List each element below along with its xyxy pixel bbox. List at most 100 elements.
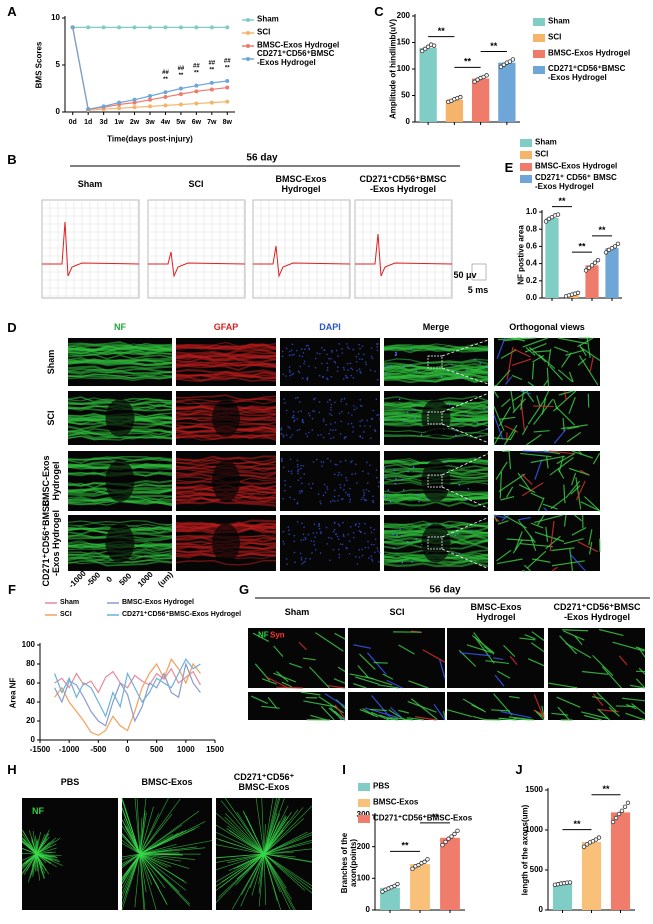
y-axis-label: Area NF (8, 677, 18, 708)
micrograph-dot (311, 417, 314, 420)
micrograph-dot (282, 497, 284, 500)
micrograph-fiber (459, 652, 491, 657)
y-tick-label: 0.4 (526, 259, 538, 268)
micrograph-dot (287, 470, 290, 473)
micrograph-lesion (421, 523, 451, 563)
micrograph-dot (370, 555, 373, 557)
micrograph-fiber (586, 337, 591, 359)
micrograph-fiber (67, 345, 173, 352)
micrograph-fiber (563, 630, 585, 641)
micrograph-fiber (315, 632, 344, 652)
micrograph-lesion (421, 460, 451, 502)
micrograph-fiber (139, 853, 146, 911)
micrograph-dot (340, 498, 343, 501)
significance-label: ** (602, 784, 610, 794)
micrograph-dot (314, 536, 316, 538)
micrograph-dot (324, 491, 327, 494)
micrograph-dot (330, 349, 333, 352)
micrograph-dot (366, 461, 368, 464)
micrograph-fiber (240, 853, 265, 907)
micrograph-dot (359, 436, 361, 438)
zoom-box (427, 355, 443, 369)
micrograph-dot (339, 460, 342, 463)
legend-label: Sham (60, 599, 80, 607)
micrograph-fiber (514, 531, 523, 551)
micrograph-fiber (551, 560, 585, 567)
stain-label: NF (32, 806, 44, 817)
micrograph-dot (385, 476, 387, 478)
micrograph-dot (359, 347, 361, 350)
annotation: ## (193, 63, 200, 69)
micrograph-fiber (263, 853, 313, 887)
micrograph-fiber (261, 705, 280, 709)
micrograph-dot (455, 434, 457, 436)
micrograph-dot (287, 425, 290, 428)
micrograph-dot (342, 378, 345, 380)
micrograph-dot (314, 549, 317, 551)
data-point (583, 268, 589, 273)
column-header: SCI (389, 607, 405, 618)
micrograph-fiber (383, 375, 489, 381)
micrograph-dot (293, 540, 295, 543)
micrograph-dot (358, 556, 361, 559)
micrograph-fiber (263, 815, 286, 855)
micrograph-fiber (577, 358, 587, 366)
micrograph-dot (362, 496, 364, 499)
micrograph-fiber (534, 459, 543, 480)
legend-label: CD271⁺CD56⁺BMSC-Exos (373, 813, 473, 823)
micrograph-fiber (568, 467, 590, 476)
data-point (132, 100, 137, 105)
panel-letter: E (504, 159, 514, 175)
micrograph-fiber (139, 853, 190, 869)
micrograph-dot (344, 374, 347, 377)
micrograph-dot (310, 540, 313, 542)
micrograph-fiber (121, 842, 141, 855)
micrograph-fiber (21, 837, 37, 855)
data-point (178, 92, 183, 97)
data-point (395, 881, 400, 887)
legend-label: SCI (257, 27, 271, 37)
micrograph-dot (363, 494, 365, 497)
micrograph-dot (457, 532, 459, 535)
micrograph-fiber (139, 853, 147, 893)
micrograph-fiber (21, 848, 37, 855)
x-tick-label: -500 (90, 745, 107, 754)
micrograph-dot (290, 472, 293, 475)
data-point (567, 880, 573, 885)
micrograph-dot (296, 418, 299, 420)
micrograph-fiber (534, 531, 565, 543)
micrograph-dot (326, 378, 329, 381)
micrograph-dot (313, 540, 315, 543)
micrograph-dot (341, 348, 343, 350)
micrograph-fiber (544, 390, 550, 400)
micrograph-fiber (615, 705, 636, 708)
micrograph-dot (320, 532, 322, 535)
micrograph-dot (469, 530, 472, 533)
micrograph-dot (345, 436, 347, 438)
data-point (194, 25, 199, 30)
data-point (132, 105, 137, 110)
data-point (101, 104, 106, 109)
legend-label: Sham (535, 137, 557, 147)
micrograph-fiber (382, 673, 394, 680)
micrograph-fiber (556, 452, 576, 465)
micrograph-fiber (527, 398, 546, 425)
micrograph-fiber (622, 697, 646, 702)
legend-label: SCI (60, 611, 72, 619)
micrograph-fiber (263, 853, 306, 891)
micrograph-dot (364, 532, 366, 535)
micrograph-fiber (289, 662, 302, 669)
micrograph-dot (406, 411, 409, 414)
micrograph-fiber (370, 708, 387, 712)
micrograph-dot (286, 563, 288, 565)
micrograph-dot (308, 412, 310, 415)
micrograph-dot (328, 357, 330, 360)
micrograph-dot (454, 428, 456, 431)
micrograph-fiber (36, 853, 46, 879)
zoom-line (441, 514, 495, 538)
micrograph-dot (326, 362, 328, 365)
micrograph-fiber (536, 395, 541, 407)
micrograph-fiber (517, 516, 531, 521)
micrograph-dot (304, 557, 307, 560)
